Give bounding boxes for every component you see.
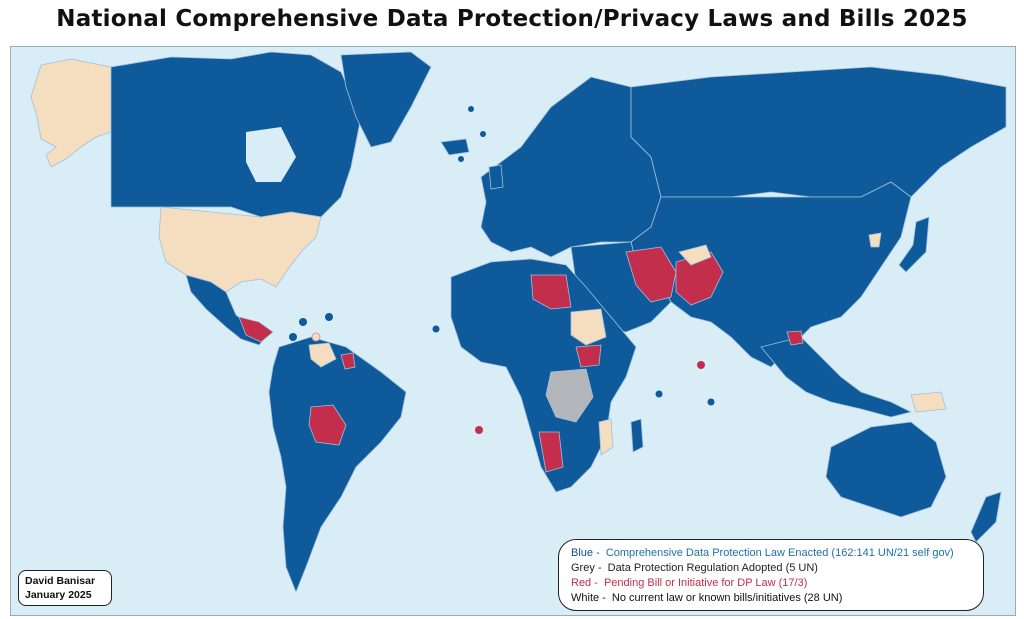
island-marker <box>468 106 474 112</box>
region-sudan <box>570 308 607 346</box>
region-bolivia <box>308 404 347 446</box>
island-marker <box>311 332 321 342</box>
legend-row-blue: Blue - Comprehensive Data Protection Law… <box>571 546 971 561</box>
region-alaska <box>30 58 112 168</box>
region-madagascar <box>630 418 644 453</box>
world-map-svg <box>30 51 1007 594</box>
credit-date: January 2025 <box>25 589 92 601</box>
legend-row-white: White - No current law or known bills/in… <box>571 591 971 606</box>
island-marker <box>289 333 297 341</box>
credit-box: David Banisar January 2025 <box>18 570 112 606</box>
island-marker <box>697 361 705 369</box>
region-afghanistan <box>678 244 712 266</box>
legend-text-blue: Comprehensive Data Protection Law Enacte… <box>605 547 954 559</box>
island-marker <box>655 390 663 398</box>
region-suriname <box>340 352 356 370</box>
region-uk <box>488 164 504 190</box>
region-venezuela <box>308 342 337 368</box>
island-marker <box>325 313 333 321</box>
legend-text-grey: Data Protection Regulation Adopted (5 UN… <box>607 562 818 574</box>
region-drc <box>545 368 594 423</box>
island-marker <box>475 426 483 434</box>
legend: Blue - Comprehensive Data Protection Law… <box>558 539 984 611</box>
region-png <box>910 391 947 413</box>
region-pakistan <box>675 251 724 306</box>
island-marker <box>252 323 260 331</box>
region-south-america <box>268 336 407 594</box>
legend-key-white: White - <box>571 592 606 604</box>
region-iceland <box>440 138 470 156</box>
region-libya <box>530 274 572 310</box>
region-greenland <box>340 51 432 148</box>
legend-row-grey: Grey - Data Protection Regulation Adopte… <box>571 561 971 576</box>
island-marker <box>458 156 464 162</box>
region-canada <box>110 51 362 218</box>
region-japan <box>898 216 930 273</box>
legend-key-blue: Blue - <box>571 547 600 559</box>
region-southeast-asia <box>760 336 913 418</box>
legend-key-red: Red - <box>571 577 598 589</box>
credit-author: David Banisar <box>25 575 96 587</box>
region-russia <box>630 66 1007 198</box>
legend-text-white: No current law or known bills/initiative… <box>611 592 843 604</box>
water-hudson-bay <box>246 127 296 182</box>
region-new-zealand <box>970 491 1002 543</box>
legend-key-grey: Grey - <box>571 562 602 574</box>
legend-text-red: Pending Bill or Initiative for DP Law (1… <box>603 577 808 589</box>
region-south-sudan <box>575 344 602 368</box>
region-usa <box>158 206 322 293</box>
legend-row-red: Red - Pending Bill or Initiative for DP … <box>571 576 971 591</box>
island-marker <box>432 325 440 333</box>
map-title: National Comprehensive Data Protection/P… <box>56 6 968 32</box>
region-australia <box>825 421 947 518</box>
region-mozambique <box>598 418 614 456</box>
island-marker <box>480 131 486 137</box>
world-map <box>10 46 1016 616</box>
region-iran <box>625 246 677 303</box>
island-marker <box>707 398 715 406</box>
region-namibia <box>538 431 564 473</box>
island-marker <box>299 318 307 326</box>
region-north-korea <box>868 232 882 248</box>
region-cambodia <box>786 330 804 346</box>
